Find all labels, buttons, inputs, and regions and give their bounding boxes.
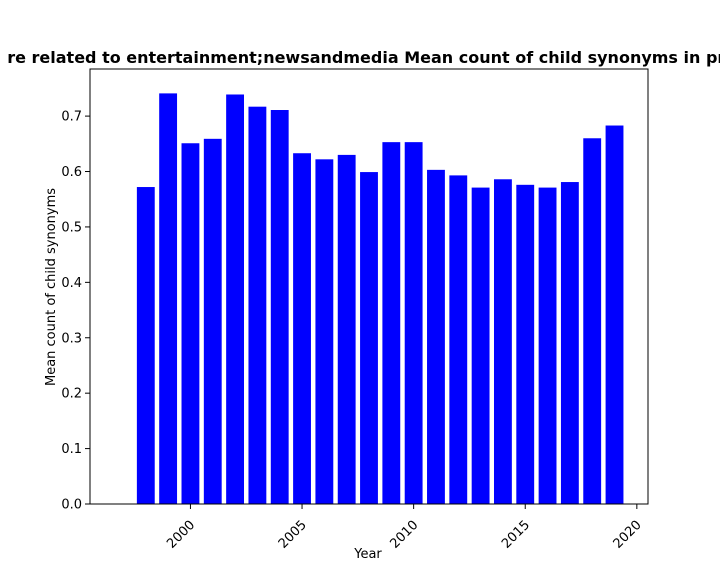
y-tick-label: 0.4 (61, 276, 82, 291)
bar-2004 (270, 110, 289, 504)
x-tick-label: 2000 (164, 518, 198, 552)
bar-2011 (427, 169, 445, 504)
bar-2018 (583, 138, 602, 504)
y-tick-label: 0.0 (61, 498, 82, 513)
x-tick-label: 2020 (611, 518, 645, 552)
bar-2012 (449, 175, 468, 504)
y-axis-label: Mean count of child synonyms (44, 188, 59, 386)
bar-2009 (382, 142, 401, 505)
bar-2019 (605, 125, 624, 505)
chart-title: re related to entertainment;newsandmedia… (7, 48, 720, 67)
bar-2005 (293, 153, 311, 504)
bar-2006 (315, 159, 334, 505)
x-axis-label: Year (353, 547, 382, 562)
bar-2015 (516, 184, 535, 504)
x-tick-label: 2010 (387, 518, 421, 552)
bar-2017 (560, 182, 579, 504)
bar-2003 (248, 106, 267, 505)
x-axis: 2000 2005 2010 2015 2020 (164, 504, 645, 552)
bar-2007 (337, 154, 356, 504)
y-axis: 0.0 0.1 0.2 0.3 0.4 0.5 0.6 0.7 (61, 110, 90, 513)
bar-1999 (159, 93, 178, 504)
y-tick-label: 0.2 (61, 387, 82, 402)
y-tick-label: 0.1 (61, 442, 82, 457)
bar-2008 (360, 172, 378, 504)
bar-2016 (538, 187, 557, 504)
y-tick-label: 0.3 (61, 331, 82, 346)
x-tick-label: 2005 (276, 518, 310, 552)
axes-frame (89, 68, 649, 505)
bar-2000 (181, 143, 200, 505)
bar-2014 (493, 179, 512, 505)
x-tick-label: 2015 (499, 518, 533, 552)
bar-2013 (471, 187, 490, 504)
bar-2010 (404, 142, 423, 505)
y-tick-label: 0.6 (61, 165, 82, 180)
bar-2001 (203, 138, 222, 504)
bar-2002 (226, 94, 245, 504)
y-tick-label: 0.5 (61, 220, 82, 235)
y-tick-label: 0.7 (61, 110, 82, 125)
plot-area (89, 68, 649, 505)
bar-1998 (136, 187, 155, 504)
bars-group (136, 93, 624, 505)
